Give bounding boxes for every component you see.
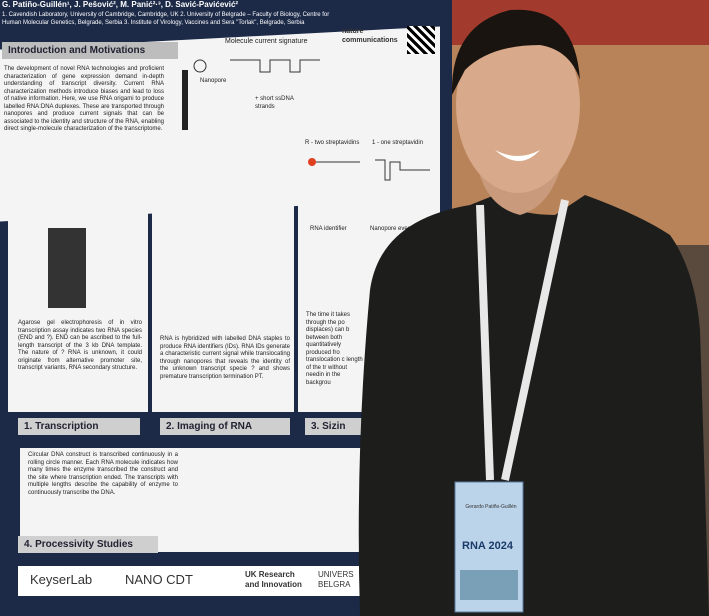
- panel-text: The time it takes through the po displac…: [306, 312, 363, 386]
- panel-label: Nanopore event: [370, 226, 413, 232]
- figure: [182, 59, 320, 130]
- figure-title: Molecule current signature: [225, 38, 308, 45]
- authors: G. Patiño-Guillén¹, J. Pešović², M. Pani…: [2, 0, 239, 9]
- panel-text: RNA is hybridized with labelled DNA stap…: [160, 336, 290, 380]
- figure-label: Nanopore: [200, 78, 227, 84]
- logo: UNIVERS BELGRA: [318, 570, 354, 589]
- section-heading: 2. Imaging of RNA: [160, 418, 290, 435]
- qr-code: [407, 26, 435, 54]
- journal-logo: nature communications: [342, 28, 398, 44]
- section-heading: Introduction and Motivations: [2, 42, 178, 59]
- panel: [152, 168, 294, 412]
- person: [358, 9, 709, 616]
- figure: [308, 158, 430, 181]
- gel-image: [48, 228, 86, 308]
- logo: KeyserLab: [30, 572, 93, 587]
- badge-event: RNA 2024: [462, 540, 513, 552]
- panel-label: R - two streptavidins: [305, 140, 360, 146]
- badge-name: Gerardo Patiño-Guillén: [465, 504, 517, 510]
- panel-label: 1 - one streptavidin: [372, 140, 424, 146]
- section-heading: 4. Processivity Studies: [18, 536, 158, 553]
- logo: UK Research and Innovation: [245, 570, 302, 589]
- panel: [20, 448, 362, 552]
- panel-text: Agarose gel electrophoresis of in vitro …: [18, 320, 142, 371]
- panel-label: RNA identifier: [310, 226, 347, 232]
- logo-bar: [18, 566, 368, 596]
- panel-text: Circular DNA construct is transcribed co…: [28, 452, 178, 496]
- section-heading: 3. Sizin: [305, 418, 377, 435]
- affiliations: 1. Cavendish Laboratory, University of C…: [2, 12, 330, 26]
- logo: NANO CDT: [125, 572, 193, 587]
- section-heading: 1. Transcription: [18, 418, 140, 435]
- figure-label: + short ssDNA strands: [255, 96, 294, 110]
- intro-text: The development of novel RNA technologie…: [4, 66, 164, 132]
